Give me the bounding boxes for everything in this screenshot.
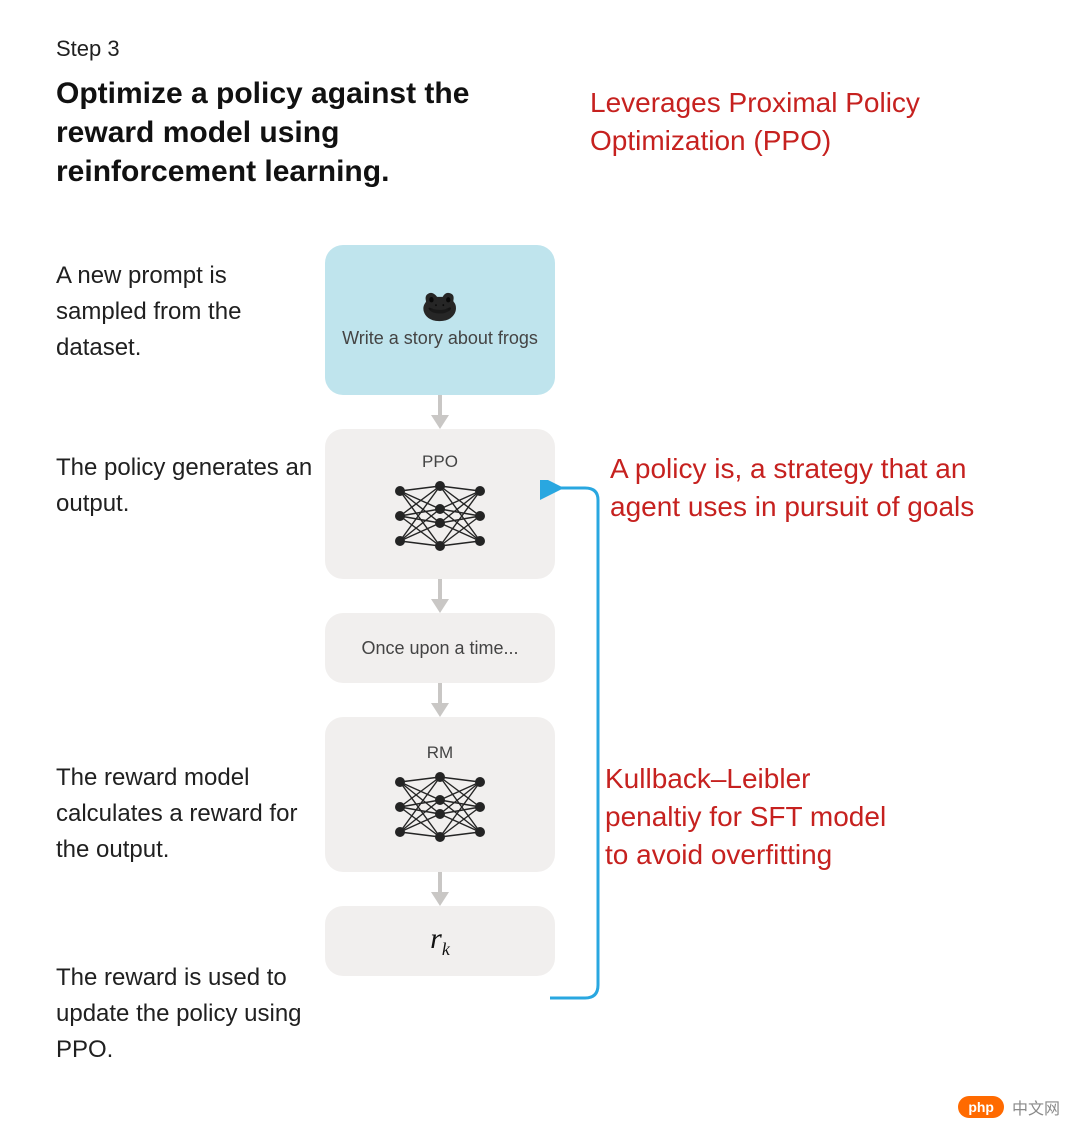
rm-label: RM bbox=[427, 743, 453, 763]
step-label: Step 3 bbox=[56, 36, 1040, 62]
annotation-top: Leverages Proximal Policy Optimization (… bbox=[590, 84, 1030, 160]
prompt-card-text: Write a story about frogs bbox=[342, 328, 538, 349]
watermark-pill: php bbox=[958, 1096, 1004, 1118]
caption-reward: The reward model calculates a reward for… bbox=[56, 760, 316, 868]
neural-net-icon bbox=[380, 476, 500, 556]
caption-update: The reward is used to update the policy … bbox=[56, 960, 316, 1068]
flow-column: 🐸 Write a story about frogs PPO Once bbox=[310, 245, 570, 976]
reward-symbol: rk bbox=[430, 922, 450, 960]
step-title: Optimize a policy against the reward mod… bbox=[56, 74, 496, 191]
frog-icon: 🐸 bbox=[421, 292, 458, 322]
prompt-card: 🐸 Write a story about frogs bbox=[325, 245, 555, 395]
caption-prompt: A new prompt is sampled from the dataset… bbox=[56, 258, 316, 366]
ppo-label: PPO bbox=[422, 452, 458, 472]
watermark: php 中文网 bbox=[958, 1095, 1060, 1119]
rm-card: RM bbox=[325, 717, 555, 872]
sample-output-card: Once upon a time... bbox=[325, 613, 555, 683]
reward-card: rk bbox=[325, 906, 555, 976]
ppo-card: PPO bbox=[325, 429, 555, 579]
caption-generate: The policy generates an output. bbox=[56, 450, 316, 522]
neural-net-icon bbox=[380, 767, 500, 847]
sample-output-text: Once upon a time... bbox=[361, 638, 518, 659]
watermark-text: 中文网 bbox=[1012, 1095, 1060, 1119]
annotation-kl: Kullback–Leibler penaltiy for SFT model … bbox=[605, 760, 905, 873]
annotation-policy: A policy is, a strategy that an agent us… bbox=[610, 450, 1030, 526]
